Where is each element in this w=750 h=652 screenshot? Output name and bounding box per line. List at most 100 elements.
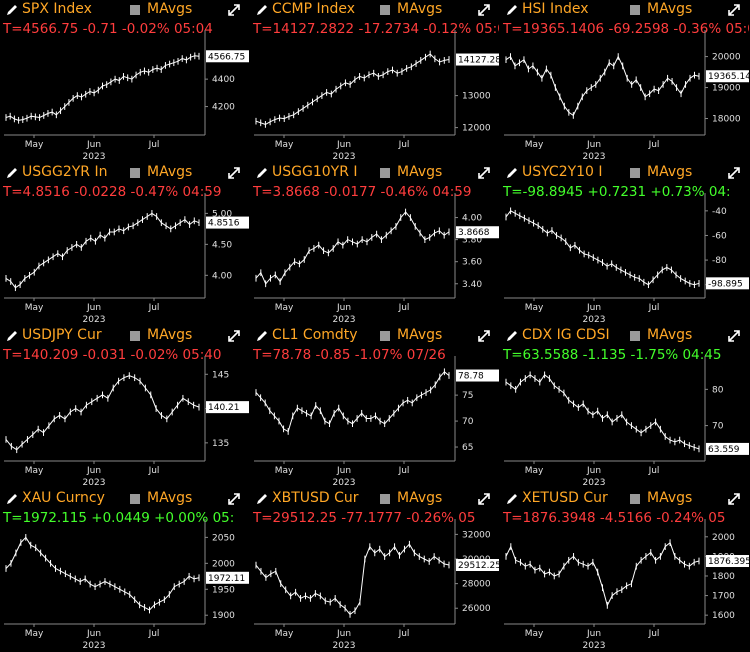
panel-header: XBTUSD Cur MAvgs <box>250 489 499 509</box>
mavgs-checkbox[interactable] <box>630 168 640 178</box>
expand-icon[interactable] <box>726 2 742 18</box>
pencil-icon[interactable] <box>254 491 270 507</box>
price-series-line <box>255 211 450 285</box>
mavgs-checkbox[interactable] <box>130 5 140 15</box>
chart-panel[interactable]: USYC2Y10 I MAvgs T=-98.8945 +0.7231 +0.73%… <box>500 163 749 325</box>
last-price-text: 29512.25 <box>458 561 499 571</box>
expand-icon[interactable] <box>476 328 492 344</box>
pencil-icon[interactable] <box>254 165 270 181</box>
y-tick-label: 145 <box>212 370 229 380</box>
expand-icon[interactable] <box>476 165 492 181</box>
pencil-icon[interactable] <box>504 2 520 18</box>
expand-icon[interactable] <box>726 491 742 507</box>
pencil-icon[interactable] <box>4 165 20 181</box>
mavgs-label[interactable]: MAvgs <box>147 1 193 17</box>
pencil-icon[interactable] <box>4 491 20 507</box>
mavgs-checkbox[interactable] <box>380 494 390 504</box>
chart-panel[interactable]: XAU Curncy MAvgs T=1972.115 +0.0449 +0.00%… <box>0 489 249 651</box>
mavgs-checkbox[interactable] <box>380 331 390 341</box>
mavgs-checkbox[interactable] <box>130 494 140 504</box>
mavgs-checkbox[interactable] <box>630 331 640 341</box>
chart-panel[interactable]: CCMP Index MAvgs T=14127.2822 -17.2734 -0.… <box>250 0 499 162</box>
expand-icon[interactable] <box>726 328 742 344</box>
expand-icon[interactable] <box>226 2 242 18</box>
y-tick-label: 3.40 <box>462 280 482 290</box>
expand-icon[interactable] <box>476 491 492 507</box>
chart-panel[interactable]: CL1 Comdty MAvgs T=78.78 -0.85 -1.07% 07/2… <box>250 326 499 488</box>
mavgs-label[interactable]: MAvgs <box>397 490 443 506</box>
chart-panel[interactable]: XETUSD Cur MAvgs T=1876.3948 -4.5166 -0.24… <box>500 489 749 651</box>
price-quote: T=140.209 -0.031 -0.02% 05:40 <box>3 347 222 363</box>
expand-icon[interactable] <box>726 165 742 181</box>
price-quote: T=14127.2822 -17.2734 -0.12% 05:05 <box>253 21 499 37</box>
price-series-line <box>505 55 700 117</box>
chart-panel[interactable]: USGG10YR I MAvgs T=3.8668 -0.0177 -0.46% 0… <box>250 163 499 325</box>
mavgs-label[interactable]: MAvgs <box>147 327 193 343</box>
chart-panel[interactable]: HSI Index MAvgs T=19365.1406 -69.2598 -0.3… <box>500 0 749 162</box>
pencil-icon[interactable] <box>4 328 20 344</box>
chart-panel[interactable]: SPX Index MAvgs T=4566.75 -0.71 -0.02% 05:… <box>0 0 249 162</box>
y-tick-label: 65 <box>462 443 473 453</box>
pencil-icon[interactable] <box>4 2 20 18</box>
last-price-text: 4.8516 <box>208 219 240 229</box>
mavgs-label[interactable]: MAvgs <box>647 490 693 506</box>
y-tick-label: 1900 <box>212 611 235 621</box>
price-chart: May Jun Jul 2023 3.40 3.60 3.80 4.00 3.8668 <box>254 193 499 325</box>
x-tick-label: Jul <box>398 466 410 476</box>
last-price-text: 63.559 <box>708 445 740 455</box>
y-tick-label: 2050 <box>212 533 235 543</box>
mavgs-label[interactable]: MAvgs <box>147 164 193 180</box>
expand-icon[interactable] <box>226 165 242 181</box>
y-tick-label: 4400 <box>212 75 235 85</box>
pencil-icon[interactable] <box>504 491 520 507</box>
y-tick-label: 4.00 <box>212 271 232 281</box>
pencil-icon[interactable] <box>254 328 270 344</box>
mavgs-checkbox[interactable] <box>630 5 640 15</box>
chart-title: USYC2Y10 I <box>522 164 603 180</box>
price-chart: May Jun Jul 2023 12000 13000 14127.28 <box>254 30 499 162</box>
last-price-label: 4.8516 <box>206 216 249 229</box>
mavgs-label[interactable]: MAvgs <box>647 327 693 343</box>
y-tick-label: 1800 <box>712 572 735 582</box>
price-series-line <box>5 536 200 611</box>
mavgs-checkbox[interactable] <box>130 331 140 341</box>
pencil-icon[interactable] <box>504 328 520 344</box>
last-price-text: 78.78 <box>458 372 484 382</box>
mavgs-label[interactable]: MAvgs <box>147 490 193 506</box>
x-year-label: 2023 <box>333 478 356 488</box>
mavgs-checkbox[interactable] <box>380 168 390 178</box>
chart-panel[interactable]: CDX IG CDSI MAvgs T=63.5588 -1.135 -1.75% … <box>500 326 749 488</box>
mavgs-label[interactable]: MAvgs <box>647 1 693 17</box>
x-tick-label: May <box>525 303 544 313</box>
panel-header: CDX IG CDSI MAvgs <box>500 326 749 346</box>
price-chart: MayJunJul2023160017001800190020001876.39… <box>504 519 749 651</box>
mavgs-label[interactable]: MAvgs <box>397 164 443 180</box>
x-tick-label: Jul <box>648 629 660 639</box>
last-price-label: 29512.25 <box>456 559 499 572</box>
x-tick-label: Jun <box>86 629 101 639</box>
expand-icon[interactable] <box>226 328 242 344</box>
last-price-box <box>206 50 249 63</box>
expand-icon[interactable] <box>476 2 492 18</box>
mavgs-checkbox[interactable] <box>630 494 640 504</box>
last-price-box <box>456 53 499 66</box>
price-chart: May Jun Jul 2023 1900 1950 2000 2050 1972.11 <box>4 519 249 651</box>
chart-panel[interactable]: USGG2YR In MAvgs T=4.8516 -0.0228 -0.47% 0… <box>0 163 249 325</box>
mavgs-checkbox[interactable] <box>380 5 390 15</box>
y-tick-label: 4.50 <box>212 240 232 250</box>
chart-panel[interactable]: USDJPY Cur MAvgs T=140.209 -0.031 -0.02% 0… <box>0 326 249 488</box>
mavgs-label[interactable]: MAvgs <box>647 164 693 180</box>
mavgs-checkbox[interactable] <box>130 168 140 178</box>
pencil-icon[interactable] <box>504 165 520 181</box>
mavgs-label[interactable]: MAvgs <box>397 1 443 17</box>
pencil-icon[interactable] <box>254 2 270 18</box>
y-tick-label: 70 <box>462 417 474 427</box>
expand-icon[interactable] <box>226 491 242 507</box>
x-tick-label: Jul <box>648 466 660 476</box>
chart-title: HSI Index <box>522 1 589 17</box>
price-series-line <box>5 212 200 289</box>
x-tick-label: Jul <box>148 466 160 476</box>
chart-panel[interactable]: XBTUSD Cur MAvgs T=29512.25 -77.1777 -0.26… <box>250 489 499 651</box>
mavgs-label[interactable]: MAvgs <box>397 327 443 343</box>
price-quote: T=63.5588 -1.135 -1.75% 04:45 <box>503 347 722 363</box>
